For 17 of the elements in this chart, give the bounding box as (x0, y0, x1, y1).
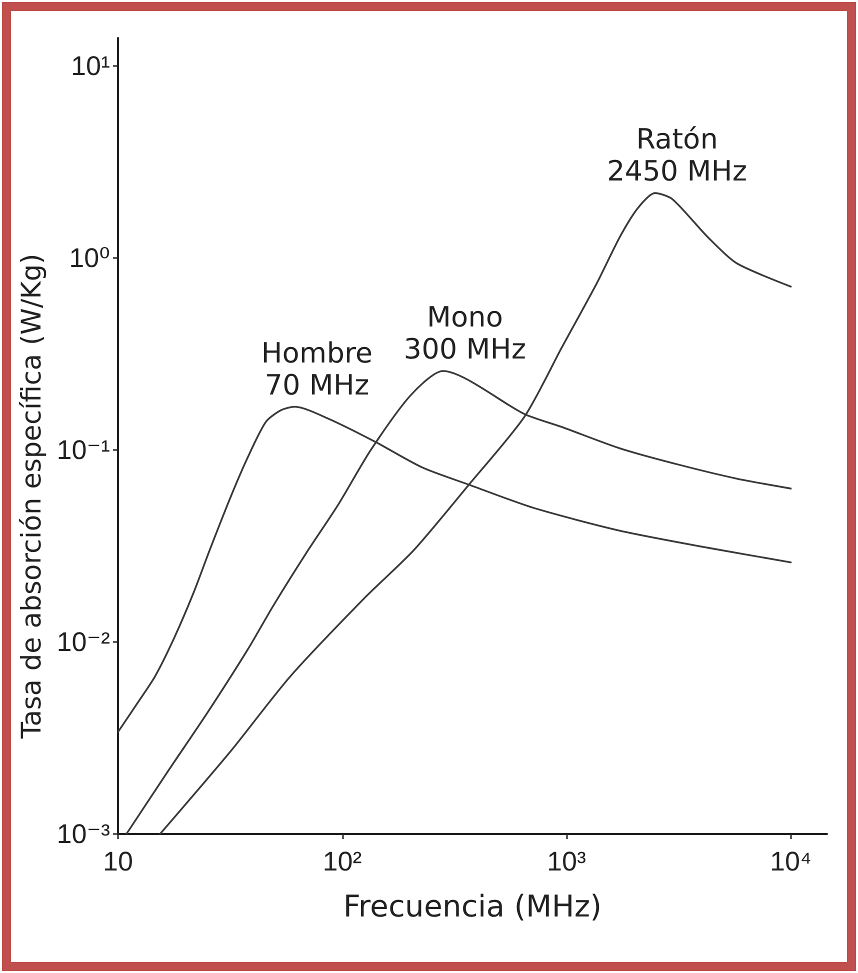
annotation: 2450 MHz (606, 154, 748, 188)
x-tick-label: 10³ (547, 846, 586, 876)
x-axis-title: Frecuencia (MHz) (343, 890, 602, 924)
x-tick-label: 10 (102, 846, 134, 876)
series-label: Mono (426, 300, 503, 334)
x-tick-label: 10⁴ (770, 846, 812, 876)
annotation: 70 MHz (264, 368, 370, 402)
y-tick-label: 10⁻² (56, 627, 110, 658)
y-axis-title: Tasa de absorción específica (W/Kg) (16, 254, 48, 740)
y-tick-label: 10⁰ (69, 243, 110, 274)
y-tick-label: 10⁻³ (56, 819, 110, 849)
y-tick-label: 10⁻¹ (56, 435, 110, 466)
x-tick-label: 10² (322, 846, 362, 876)
annotation: 300 MHz (404, 332, 526, 366)
y-tick-label: 10¹ (70, 51, 110, 82)
series-label: Hombre (261, 336, 373, 370)
series-label: Ratón (636, 122, 718, 156)
